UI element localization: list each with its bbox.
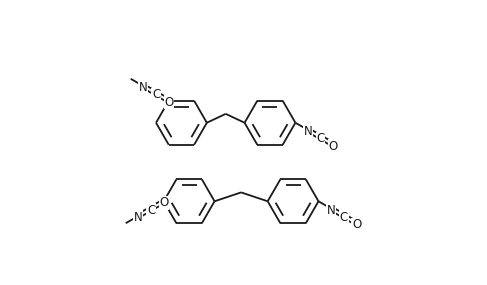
Text: O: O xyxy=(352,218,361,231)
Text: N: N xyxy=(134,211,143,224)
Text: C: C xyxy=(147,203,155,217)
Text: C: C xyxy=(317,132,325,145)
Text: O: O xyxy=(159,196,169,209)
Text: N: N xyxy=(139,81,148,94)
Text: C: C xyxy=(152,88,160,101)
Text: O: O xyxy=(329,140,338,153)
Text: O: O xyxy=(164,96,173,109)
Text: C: C xyxy=(340,211,348,224)
Text: N: N xyxy=(327,203,336,217)
Text: N: N xyxy=(304,125,313,138)
